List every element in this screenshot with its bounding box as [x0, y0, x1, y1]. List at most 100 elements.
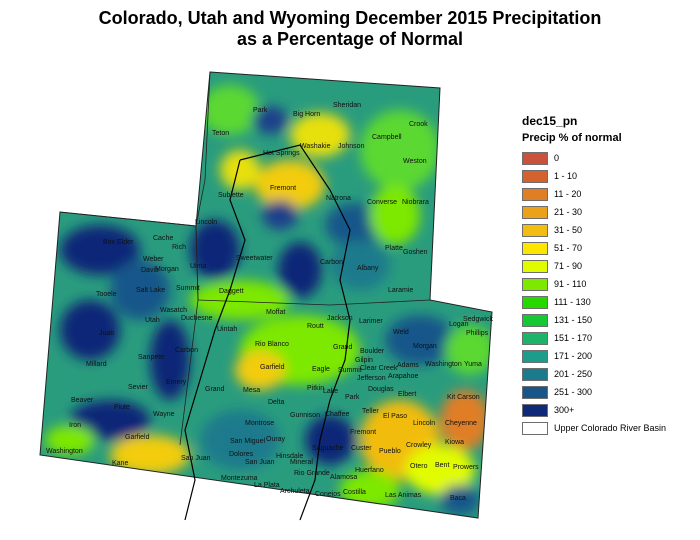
legend-label: 131 - 150: [554, 315, 593, 325]
legend-label: 151 - 170: [554, 333, 593, 343]
svg-text:Ouray: Ouray: [266, 436, 286, 443]
svg-text:Gilpin: Gilpin: [355, 357, 373, 364]
svg-text:Wasatch: Wasatch: [160, 307, 187, 314]
svg-text:Crowley: Crowley: [406, 442, 432, 449]
legend-swatch: [522, 151, 548, 165]
svg-text:Davis: Davis: [141, 267, 159, 274]
svg-text:Rio Grande: Rio Grande: [294, 470, 330, 477]
precip-raster: [40, 72, 492, 518]
svg-text:Uinta: Uinta: [190, 263, 206, 270]
svg-text:San Miguel: San Miguel: [230, 438, 265, 445]
svg-text:Summit: Summit: [338, 367, 362, 374]
legend-label: 51 - 70: [554, 243, 583, 253]
svg-text:Hinsdale: Hinsdale: [276, 453, 303, 460]
svg-text:Platte: Platte: [385, 245, 403, 252]
svg-text:Hot Springs: Hot Springs: [263, 150, 300, 157]
svg-text:Daggett: Daggett: [219, 288, 244, 295]
legend-label: 71 - 90: [554, 261, 583, 271]
legend-label: 171 - 200: [554, 351, 593, 361]
svg-text:Jackson: Jackson: [327, 315, 353, 322]
svg-text:Tooele: Tooele: [96, 291, 117, 298]
svg-text:Summit: Summit: [176, 285, 200, 292]
legend-item: 1 - 10: [522, 167, 700, 185]
svg-text:Arapahoe: Arapahoe: [388, 373, 418, 380]
svg-text:Lincoln: Lincoln: [195, 219, 217, 226]
svg-text:Sheridan: Sheridan: [333, 102, 361, 109]
svg-text:Jefferson: Jefferson: [357, 375, 386, 382]
legend-item: 111 - 130: [522, 293, 700, 311]
svg-text:Lake: Lake: [323, 388, 338, 395]
svg-text:Eagle: Eagle: [312, 366, 330, 373]
svg-text:Weber: Weber: [143, 256, 164, 263]
svg-text:Delta: Delta: [268, 399, 284, 406]
svg-text:Garfield: Garfield: [125, 434, 150, 441]
svg-text:Carbon: Carbon: [175, 347, 198, 354]
svg-text:El Paso: El Paso: [383, 413, 407, 420]
svg-text:Baca: Baca: [450, 495, 466, 502]
svg-text:Uintah: Uintah: [217, 326, 237, 333]
svg-text:Goshen: Goshen: [403, 249, 428, 256]
svg-text:Iron: Iron: [69, 422, 81, 429]
svg-text:Natrona: Natrona: [326, 195, 351, 202]
svg-text:Clear Creek: Clear Creek: [360, 365, 398, 372]
legend-label: 111 - 130: [554, 297, 591, 307]
legend: dec15_pn Precip % of normal 0 1 - 10 11 - …: [522, 114, 700, 437]
svg-text:Archuleta: Archuleta: [280, 488, 310, 495]
legend-swatch: [522, 169, 548, 183]
svg-text:Montezuma: Montezuma: [221, 475, 258, 482]
svg-text:Wayne: Wayne: [153, 411, 175, 418]
svg-text:Converse: Converse: [367, 199, 397, 206]
map-title: Colorado, Utah and Wyoming December 2015…: [0, 8, 700, 50]
svg-text:Saguache: Saguache: [312, 445, 344, 452]
legend-label: 0: [554, 153, 560, 163]
legend-item: 151 - 170: [522, 329, 700, 347]
legend-label: 21 - 30: [554, 207, 583, 217]
legend-label: Upper Colorado River Basin: [554, 423, 667, 433]
svg-text:Grand: Grand: [333, 344, 353, 351]
svg-text:Box Elder: Box Elder: [103, 239, 134, 246]
legend-label: 1 - 10: [554, 171, 578, 181]
svg-text:Crook: Crook: [409, 121, 428, 128]
svg-text:Prowers: Prowers: [453, 464, 479, 471]
legend-swatch: [522, 205, 548, 219]
svg-text:Mineral: Mineral: [290, 459, 313, 466]
svg-text:Sweetwater: Sweetwater: [236, 255, 273, 262]
svg-text:Piute: Piute: [114, 404, 130, 411]
legend-item: 300+: [522, 401, 700, 419]
legend-item: 201 - 250: [522, 365, 700, 383]
svg-text:Cache: Cache: [153, 235, 173, 242]
svg-text:Kane: Kane: [112, 460, 128, 467]
svg-text:Chaffee: Chaffee: [325, 411, 349, 418]
legend-swatch: [522, 295, 548, 309]
svg-text:Weston: Weston: [403, 158, 427, 165]
svg-text:Washington: Washington: [46, 448, 83, 455]
legend-item: 71 - 90: [522, 257, 700, 275]
svg-text:Sanpete: Sanpete: [138, 354, 164, 361]
svg-text:Custer: Custer: [351, 445, 372, 452]
svg-text:Pueblo: Pueblo: [379, 448, 401, 455]
legend-swatch: [522, 259, 548, 273]
svg-text:Routt: Routt: [307, 323, 324, 330]
svg-text:Dolores: Dolores: [229, 451, 254, 458]
svg-text:Phillips: Phillips: [466, 330, 489, 337]
svg-text:Weld: Weld: [393, 329, 409, 336]
legend-item: Upper Colorado River Basin: [522, 419, 700, 437]
svg-text:Juab: Juab: [99, 330, 114, 337]
svg-text:Logan: Logan: [449, 321, 469, 328]
legend-item: 91 - 110: [522, 275, 700, 293]
svg-text:Grand: Grand: [205, 386, 225, 393]
legend-swatch: [522, 313, 548, 327]
legend-item: 31 - 50: [522, 221, 700, 239]
legend-label: 251 - 300: [554, 387, 593, 397]
legend-item: 131 - 150: [522, 311, 700, 329]
svg-text:Costilla: Costilla: [343, 489, 366, 496]
legend-swatch: [522, 367, 548, 381]
svg-text:Boulder: Boulder: [360, 348, 385, 355]
precipitation-map: Park Big Horn Sheridan Teton Washakie Jo…: [39, 71, 493, 521]
legend-item: 51 - 70: [522, 239, 700, 257]
svg-text:Morgan: Morgan: [413, 343, 437, 350]
svg-text:Niobrara: Niobrara: [402, 199, 429, 206]
svg-text:Conejos: Conejos: [315, 491, 341, 498]
title-line-1: Colorado, Utah and Wyoming December 2015…: [98, 8, 602, 28]
svg-text:Morgan: Morgan: [155, 266, 179, 273]
